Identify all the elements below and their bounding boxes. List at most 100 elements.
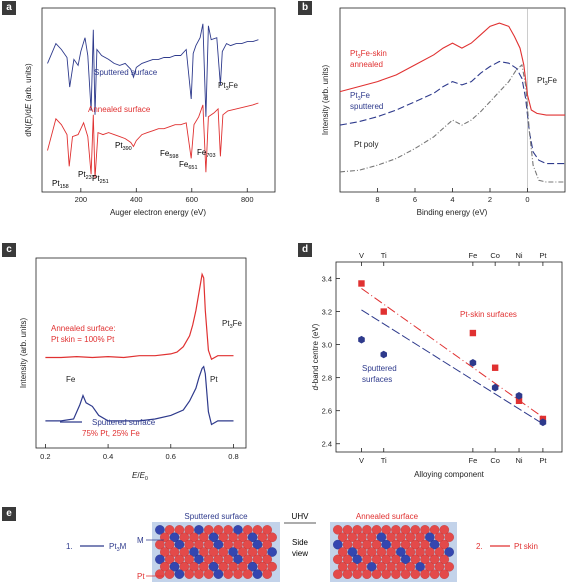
annealed-atom-pt [420,525,430,535]
annealed-atom-pt [347,562,358,572]
sputtered-atom-pt [218,547,229,557]
annealed-atom-pt [333,554,343,565]
annealed-atom-pt [357,532,367,542]
series-line-a-1 [47,102,259,179]
label-ptskin-d: Pt-skin surfaces [460,310,517,319]
sputtered-atom-pt [242,525,253,535]
sputtered-atom-pt [160,532,170,543]
annealed-atom-pt [405,532,416,542]
view-label: view [292,549,308,558]
side-label: Side [292,538,309,547]
legend2-label: Pt skin [514,542,538,551]
annealed-atom-pt [337,547,348,557]
xtick-label-d-Fe: Fe [468,456,477,465]
sputtered-atom-pt [262,554,272,565]
sputtered-atom-pt [242,554,253,565]
sputtered-atom-pt [189,532,199,543]
sputtered-atom-m [169,532,180,543]
point-ptskin-Co [491,364,499,371]
label-pt3fe-c: Pt3Fe [222,319,243,330]
sputtered-atom-pt [184,569,194,579]
xtick-label-d-V: V [359,456,364,465]
top-category-label-Ti: Ti [381,251,387,260]
label-sputtered-b: sputtered [350,102,383,111]
annealed-atom-pt [434,532,445,542]
sputtered-atom-pt [184,525,194,535]
sputtered-atom-pt [164,569,175,579]
peak-label-pt158: Pt158 [52,179,69,190]
xtick-label-a-2: 600 [186,195,199,204]
annealed-atom-pt [391,539,401,550]
ytick-label-d-0: 2.4 [322,440,332,449]
sputtered-atom-pt [223,569,233,579]
sputtered-atom-pt [242,539,253,550]
panel-label-a: a [2,1,16,15]
point-ptskin-Fe [469,329,477,337]
legend2-number: 2. [476,542,483,551]
label-composition-c: 75% Pt, 25% Fe [82,429,140,438]
top-category-label-Fe: Fe [468,251,477,260]
xtick-label-b-3: 2 [488,195,492,204]
annealed-atom-pt [386,532,396,542]
annealed-atom-pt [376,562,387,572]
chart-a: 200 400 600 800 Auger electron energy (eV) … [24,7,276,217]
ylabel-a: dN(E)/dE (arb. units) [24,63,33,137]
annealed-atom-pt [400,539,411,550]
annealed-atom-pt [366,547,377,557]
annealed-atom-pt [439,525,450,535]
sputtered-atom-pt [164,539,175,550]
sputtered-atom-pt [238,532,248,543]
annealed-atom-pt [410,539,421,550]
series-line-c-0 [45,272,234,361]
annealed-atom-pt [429,569,440,579]
chart-d: V V Ti Ti Fe Fe Co Co Ni Ni Pt Pt 2.4 2.6 2.8 3.0 3.2 3.4… [311,251,563,479]
label-sputtered-d: Sputtered [362,364,397,373]
xtick-label-c-3: 0.8 [228,452,238,461]
annealed-atom-pt [434,547,445,557]
point-ptskin-V [358,280,365,287]
xtick-label-d-Pt: Pt [539,456,547,465]
annealed-atom-pt [362,554,372,565]
sputtered-atom-pt [199,547,209,557]
sputtered-atom-m [213,539,224,550]
xtick-label-c-1: 0.4 [103,452,113,461]
sputtered-atom-m [252,539,263,550]
xtick-label-b-2: 4 [450,195,454,204]
sputtered-atom-m [228,547,238,557]
annealed-atom-pt [342,569,353,579]
annealed-atom-pt [386,562,396,572]
annealed-atom-pt [342,554,353,565]
point-ptskin-Ni [515,397,523,404]
sputtered-atom-pt [262,569,272,579]
annealed-title: Annealed surface [356,512,419,521]
sputtered-atom-pt [160,561,170,572]
annealed-atom-pt [425,547,435,557]
sputtered-atom-m [155,554,165,565]
sputtered-atom-m [247,561,258,572]
sputtered-atom-pt [257,532,268,543]
panel-label-b: b [298,1,312,15]
point-sputtered-Ni [515,392,523,400]
annealed-atom-pt [381,554,391,565]
series-line-b-0 [339,22,565,116]
annealed-atom-m [376,532,387,542]
sputtered-atom-m [252,569,263,579]
label-pt-c: Pt [210,375,218,384]
sputtered-atom-pt [262,539,272,550]
annealed-atom-pt [342,525,353,535]
annealed-atom-m [381,539,391,550]
annealed-atom-pt [347,532,358,542]
annealed-atom-pt [396,532,406,542]
xtick-label-b-1: 6 [413,195,417,204]
annealed-atom-m [429,539,440,550]
uhv-label: UHV [292,512,310,521]
top-category-label-Ni: Ni [515,251,522,260]
sputtered-atom-pt [262,525,272,535]
sputtered-atom-m [233,554,243,565]
annealed-atom-pt [381,569,391,579]
annealed-atom-pt [352,525,362,535]
xtick-label-a-1: 400 [130,195,143,204]
sputtered-atom-pt [155,569,165,579]
sputtered-atom-pt [203,554,214,565]
annealed-atom-m [425,532,435,542]
